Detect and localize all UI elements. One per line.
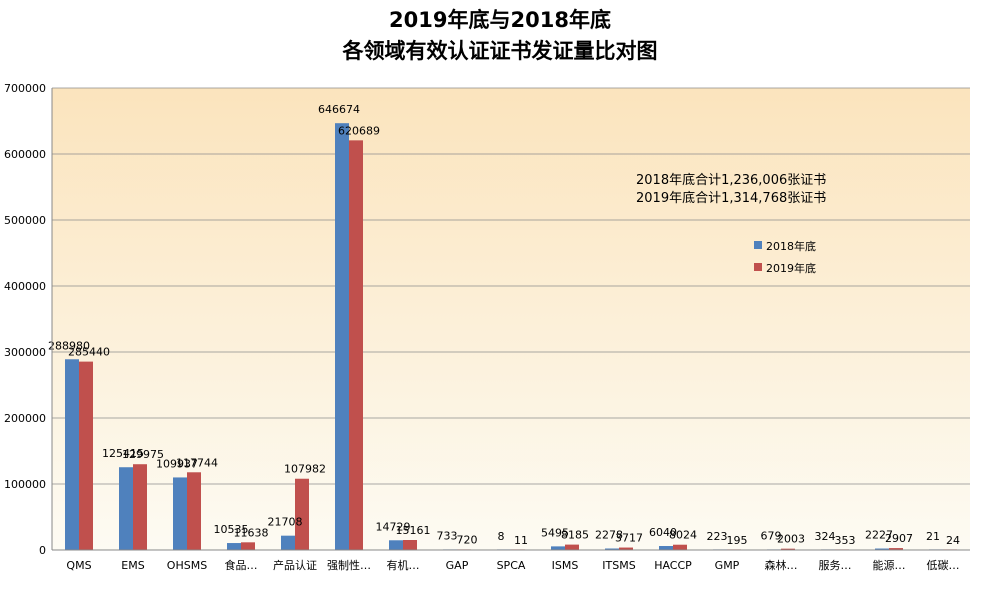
data-label: 15161 [396,524,431,537]
data-label: 6040 [649,526,677,539]
y-tick-label: 200000 [4,412,46,425]
data-label: 733 [437,530,458,543]
chart-title-line2: 各领域有效认证证书发证量比对图 [342,39,658,63]
data-label: 620689 [338,124,380,137]
bar-2018 [65,359,79,550]
annotation-2018-total: 2018年底合计1,236,006张证书 [636,172,826,188]
data-label: 8024 [669,529,697,542]
bar-2018 [659,546,673,550]
data-label: 195 [727,534,748,547]
data-label: 285440 [68,346,110,359]
y-tick-label: 100000 [4,478,46,491]
data-label: 129975 [122,448,164,461]
bar-2018 [605,548,619,550]
data-label: 14729 [376,520,411,533]
legend-label-2019: 2019年底 [766,261,816,275]
gridlines [52,87,970,485]
data-label: 720 [457,534,478,547]
y-tick-label: 500000 [4,214,46,227]
x-tick-label: EMS [121,559,144,572]
data-label: 646674 [318,103,360,116]
data-label: 2907 [885,532,913,545]
data-label: 11638 [234,526,269,539]
data-label: 679 [761,530,782,543]
bar-2019 [241,542,255,550]
data-label: 353 [835,534,856,547]
x-tick-label: 食品… [225,558,258,572]
bar-2019 [565,544,579,550]
legend-swatch-2019 [754,263,762,271]
x-tick-label: 有机… [387,558,420,572]
y-tick-label: 400000 [4,280,46,293]
bar-2019 [295,478,309,550]
bar-2018 [227,543,241,550]
data-label: 11 [514,534,528,547]
bar-2019 [133,464,147,550]
data-label: 107982 [284,463,326,476]
y-axis: 0 100000 200000 300000 400000 500000 600000 700… [4,82,46,557]
bar-2018 [551,546,565,550]
bars [65,123,957,550]
y-tick-label: 300000 [4,346,46,359]
data-label: 117744 [176,456,218,469]
bar-2019 [889,548,903,550]
data-label: 8185 [561,529,589,542]
x-tick-label: 产品认证 [273,558,317,572]
x-tick-label: HACCP [654,559,692,572]
data-label: 24 [946,534,960,547]
x-tick-label: ISMS [552,559,579,572]
annotation-2019-total: 2019年底合计1,314,768张证书 [636,190,826,206]
bar-2018 [119,467,133,550]
x-tick-label: QMS [66,559,91,572]
bar-2019 [619,547,633,550]
data-label: 10535 [214,523,249,536]
data-label: 3717 [615,532,643,545]
x-tick-label: ITSMS [602,559,635,572]
data-label: 288980 [48,339,90,352]
bar-2019 [403,539,417,550]
data-label: 2227 [865,529,893,542]
y-tick-label: 0 [39,544,46,557]
data-label: 8 [498,530,505,543]
x-tick-label: 森林… [765,558,798,572]
y-tick-label: 700000 [4,82,46,95]
x-tick-label: 能源… [873,558,906,572]
x-tick-label: GAP [446,559,469,572]
x-tick-label: SPCA [497,559,526,572]
data-label: 125415 [102,447,144,460]
x-tick-label: GMP [715,559,740,572]
bar-2018 [281,535,295,550]
data-label: 5495 [541,526,569,539]
x-tick-label: OHSMS [167,559,207,572]
data-label: 109937 [156,457,198,470]
bar-2019 [673,544,687,550]
x-tick-label: 强制性… [327,558,371,572]
bar-2019 [79,361,93,550]
data-label: 2278 [595,528,623,541]
legend-swatch-2018 [754,241,762,249]
bar-2018 [389,540,403,550]
data-label: 21 [926,530,940,543]
plot-area [52,88,970,550]
bar-2018 [335,123,349,550]
bar-2019 [781,548,795,550]
data-label: 21708 [268,516,303,529]
data-label: 223 [707,530,728,543]
legend-label-2018: 2018年底 [766,239,816,253]
chart-title-line1: 2019年底与2018年底 [389,8,611,32]
data-label: 324 [815,530,836,543]
bar-2019 [349,140,363,550]
bar-2018 [875,548,889,550]
data-label: 2003 [777,533,805,546]
x-tick-label: 低碳… [927,558,960,572]
x-axis: QMS EMS OHSMS 食品… 产品认证 强制性… 有机… GAP SPCA ISMS ITSM… [66,558,959,572]
x-tick-label: 服务… [819,559,852,572]
bar-2019 [187,472,201,550]
legend: 2018年底 2019年底 [754,239,816,275]
y-tick-label: 600000 [4,148,46,161]
bar-2018 [173,477,187,550]
